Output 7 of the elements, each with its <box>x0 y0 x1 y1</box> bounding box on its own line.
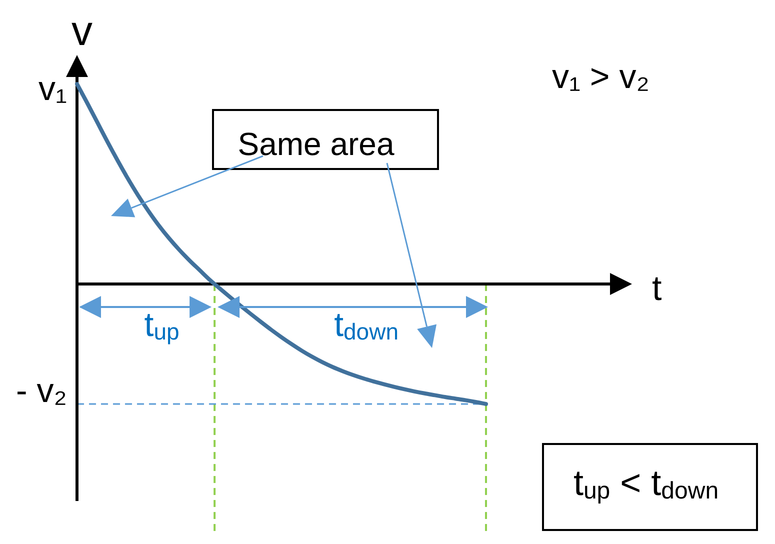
ref-line-label: - v₂ <box>16 372 67 410</box>
text: v₁ > v₂ <box>552 58 650 96</box>
annotation: Same area <box>238 126 394 162</box>
y-axis-title: v <box>72 7 92 54</box>
annotation: tdown <box>334 306 398 344</box>
x-axis-title: t <box>652 269 662 308</box>
text: v₁ <box>38 70 68 108</box>
